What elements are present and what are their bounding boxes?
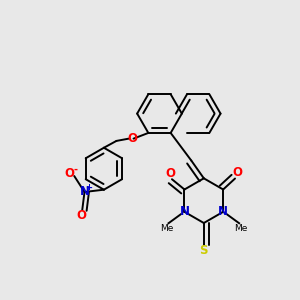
Text: O: O [232, 166, 242, 179]
Text: S: S [200, 244, 208, 257]
Text: O: O [127, 132, 137, 145]
Text: O: O [76, 209, 87, 222]
Text: Me: Me [234, 224, 247, 233]
Text: O: O [165, 167, 176, 180]
Text: Me: Me [160, 224, 174, 233]
Text: N: N [179, 205, 190, 218]
Text: +: + [85, 183, 92, 192]
Text: N: N [80, 185, 89, 199]
Text: -: - [74, 165, 77, 175]
Text: N: N [218, 205, 228, 218]
Text: O: O [65, 167, 75, 180]
